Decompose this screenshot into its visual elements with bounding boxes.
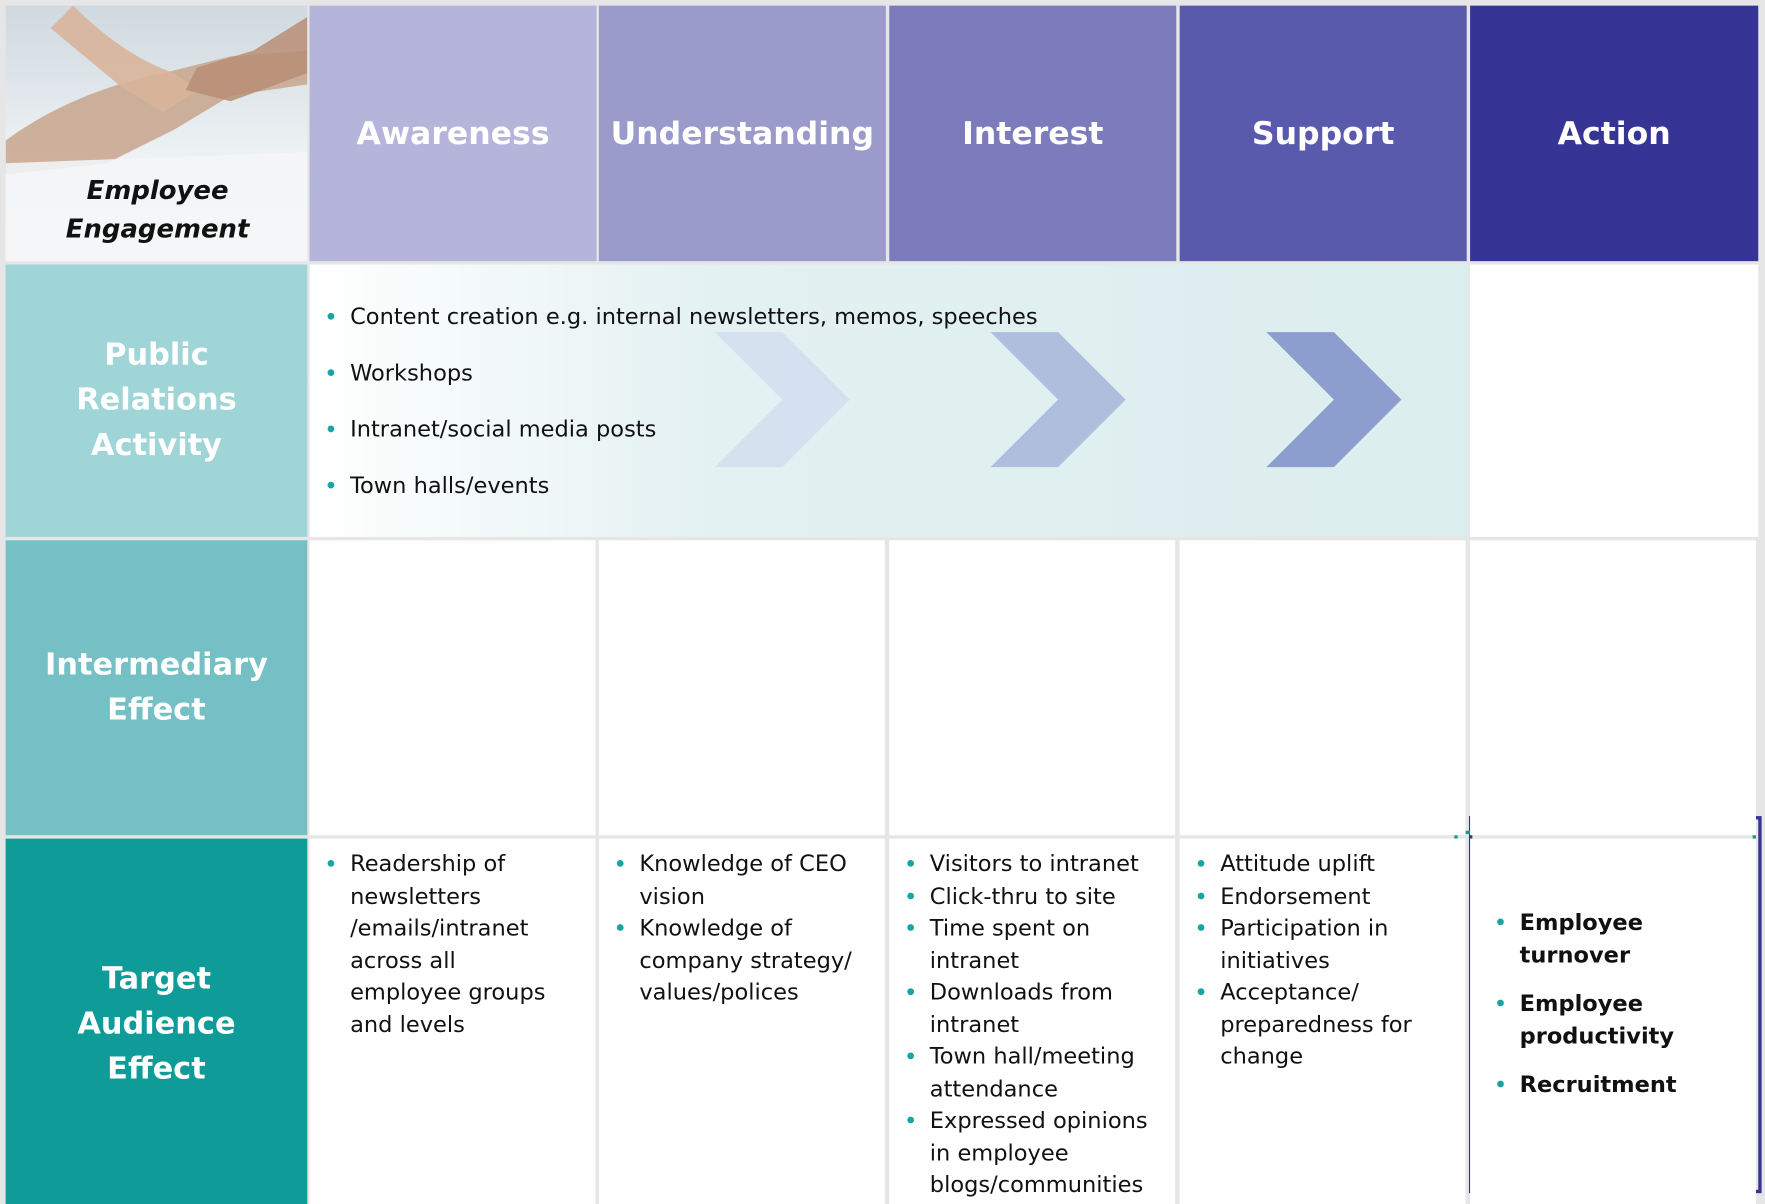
row-label: Intermediary Effect: [5, 540, 308, 836]
bullet-item: Readership of newsletters /emails/intran…: [323, 848, 571, 1040]
table-cell: Employee turnover Employee productivity Re…: [1470, 838, 1756, 1204]
pr-action-cell: [1470, 264, 1759, 537]
bullet-item: Recruitment: [1493, 1068, 1718, 1100]
table-cell: [889, 540, 1176, 836]
bullet-item: Knowledge of CEO vision: [612, 848, 860, 912]
bullet-item: Workshops: [323, 357, 1038, 389]
bullet-item: Acceptance/ preparedness for change: [1193, 976, 1441, 1072]
corner-label: Employee Engagement: [65, 176, 250, 245]
table-cell: Knowledge of CEO vision Knowledge of comp…: [598, 838, 885, 1204]
bullet-list: Employee turnover Employee productivity Re…: [1493, 906, 1718, 1117]
row-label: Public Relations Activity: [5, 264, 308, 537]
stage-header: Interest: [889, 5, 1177, 262]
bullet-item: Employee productivity: [1493, 987, 1718, 1051]
pr-list: Content creation e.g. internal newslette…: [323, 301, 1038, 526]
table-cell: Attitude uplift Endorsement Participation …: [1179, 838, 1466, 1204]
bullet-item: Visitors to intranet: [903, 848, 1151, 880]
pr-content: Content creation e.g. internal newslette…: [309, 264, 1468, 537]
corner-image: Employee Engagement: [5, 5, 308, 262]
table-cell: [1470, 540, 1756, 836]
bullet-list: Knowledge of CEO vision Knowledge of comp…: [612, 848, 860, 1008]
stage-header: Understanding: [598, 5, 886, 262]
bullet-list: Attitude uplift Endorsement Participation …: [1193, 848, 1441, 1073]
table-cell: [1179, 540, 1466, 836]
bullet-item: Endorsement: [1193, 880, 1441, 912]
bullet-item: Click-thru to site: [903, 880, 1151, 912]
table-cell: [598, 540, 885, 836]
bullet-item: Expressed opinions in employee blogs/com…: [903, 1104, 1151, 1200]
hands-illustration: [5, 5, 308, 262]
table-cell: Visitors to intranet Click-thru to site Ti…: [889, 838, 1176, 1204]
bullet-list: Visitors to intranet Click-thru to site Ti…: [903, 848, 1151, 1201]
bullet-item: Content creation e.g. internal newslette…: [323, 301, 1038, 333]
bullet-item: Town halls/events: [323, 469, 1038, 501]
bullet-item: Time spent on intranet: [903, 912, 1151, 976]
bullet-item: Intranet/social media posts: [323, 413, 1038, 445]
table-cell: [309, 540, 596, 836]
bullet-item: Participation in initiatives: [1193, 912, 1441, 976]
bullet-item: Knowledge of company strategy/ values/po…: [612, 912, 860, 1008]
chevrons: [714, 332, 1402, 468]
bullet-list: Readership of newsletters /emails/intran…: [323, 848, 571, 1040]
row-label: Target Audience Effect: [5, 838, 308, 1204]
stage-header: Action: [1470, 5, 1759, 262]
stage-header: Awareness: [309, 5, 597, 262]
bullet-item: Downloads from intranet: [903, 976, 1151, 1040]
stage-header: Support: [1179, 5, 1467, 262]
bullet-item: Employee turnover: [1493, 906, 1718, 970]
bullet-item: Attitude uplift: [1193, 848, 1441, 880]
bullet-item: Town hall/meeting attendance: [903, 1040, 1151, 1104]
table-cell: Readership of newsletters /emails/intran…: [309, 838, 596, 1204]
